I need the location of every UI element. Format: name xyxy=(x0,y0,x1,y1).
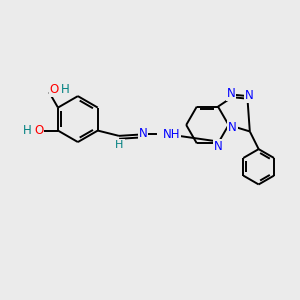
Text: N: N xyxy=(214,140,223,153)
Text: N: N xyxy=(228,121,237,134)
Text: NH: NH xyxy=(163,128,180,142)
Text: N: N xyxy=(245,89,254,102)
Text: H: H xyxy=(23,124,32,137)
Text: O: O xyxy=(34,124,44,137)
Text: H: H xyxy=(61,83,70,96)
Text: H: H xyxy=(116,140,124,150)
Text: N: N xyxy=(139,127,148,140)
Text: N: N xyxy=(226,87,235,100)
Text: O: O xyxy=(50,83,59,96)
